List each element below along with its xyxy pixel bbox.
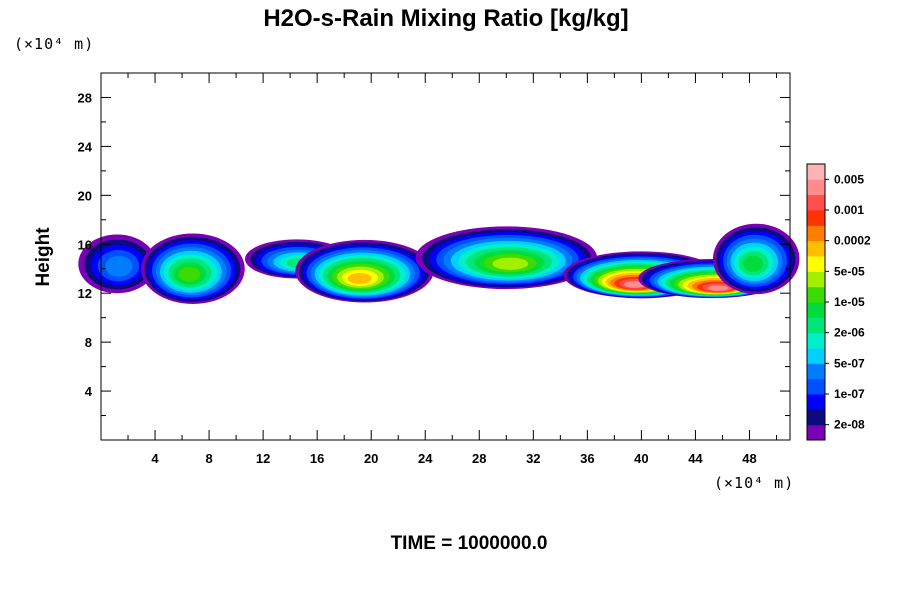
contour-level (105, 255, 133, 277)
colorbar-swatch (807, 424, 825, 441)
x-tick-label: 44 (688, 451, 703, 466)
colorbar-swatch (807, 179, 825, 196)
colorbar-swatch (807, 225, 825, 242)
y-tick-label: 28 (78, 90, 92, 105)
colorbar-swatch (807, 164, 825, 180)
contour-level (347, 272, 372, 284)
contour-level (707, 285, 729, 291)
x-tick-label: 36 (580, 451, 594, 466)
time-label: TIME = 1000000.0 (391, 533, 548, 554)
x-tick-label: 40 (634, 451, 648, 466)
colorbar-swatch (807, 271, 825, 288)
colorbar-swatch (807, 240, 825, 257)
contour-level (492, 257, 529, 270)
x-tick-label: 48 (742, 451, 756, 466)
x-tick-label: 16 (310, 451, 324, 466)
cloud-feature (295, 239, 434, 303)
contour-level (178, 266, 201, 282)
colorbar-label: 5e-05 (834, 264, 865, 278)
colorbar-swatch (807, 317, 825, 334)
y-axis-label: Height (33, 227, 54, 287)
colorbar-label: 1e-07 (834, 387, 865, 401)
cloud-feature (712, 223, 800, 295)
x-tick-label: 12 (256, 451, 270, 466)
x-unit-label: (×10⁴ m) (714, 474, 794, 492)
colorbar-swatch (807, 348, 825, 364)
contour-level (743, 255, 763, 272)
colorbar-swatch (807, 332, 825, 349)
colorbar-swatch (807, 409, 825, 426)
x-tick-label: 8 (205, 451, 212, 466)
y-tick-label: 20 (78, 188, 92, 203)
x-tick-label: 24 (418, 451, 433, 466)
x-axis: 4 8 12 16 20 24 28 32 36 40 44 48 (127, 73, 777, 466)
colorbar-swatch (807, 378, 825, 395)
cloud-layer (78, 223, 800, 304)
cloud-feature (140, 233, 245, 304)
colorbar-label: 2e-06 (834, 326, 865, 340)
y-unit-label: (×10⁴ m) (14, 35, 94, 53)
y-tick-label: 12 (78, 286, 92, 301)
y-tick-label: 24 (78, 139, 93, 154)
colorbar-label: 0.0002 (834, 234, 871, 248)
colorbar-swatch (807, 210, 825, 226)
y-tick-label: 8 (85, 335, 92, 350)
x-tick-label: 32 (526, 451, 540, 466)
colorbar-swatch (807, 256, 825, 272)
colorbar-swatch (807, 286, 825, 303)
y-tick-label: 16 (78, 237, 92, 252)
y-axis: 4 8 12 16 20 24 28 (78, 90, 790, 417)
colorbar-label: 0.005 (834, 172, 864, 186)
plot-frame (100, 72, 791, 441)
x-tick-label: 28 (472, 451, 486, 466)
colorbar-label: 1e-05 (834, 295, 865, 309)
colorbar-label: 2e-08 (834, 418, 865, 432)
colorbar-swatch (807, 194, 825, 211)
colorbar-swatch (807, 302, 825, 318)
x-tick-label: 4 (151, 451, 159, 466)
colorbar-label: 0.001 (834, 203, 864, 217)
y-tick-label: 4 (85, 384, 93, 399)
chart-title: H2O-s-Rain Mixing Ratio [kg/kg] (263, 5, 628, 32)
colorbar-swatch (807, 363, 825, 380)
colorbar-swatch (807, 394, 825, 410)
x-tick-label: 20 (364, 451, 378, 466)
colorbar-label: 5e-07 (834, 356, 865, 370)
colorbar: 0.005 0.001 0.0002 5e-05 1e-05 2e-06 5e-07 1e-0… (806, 163, 871, 441)
cloud-feature (415, 226, 598, 290)
